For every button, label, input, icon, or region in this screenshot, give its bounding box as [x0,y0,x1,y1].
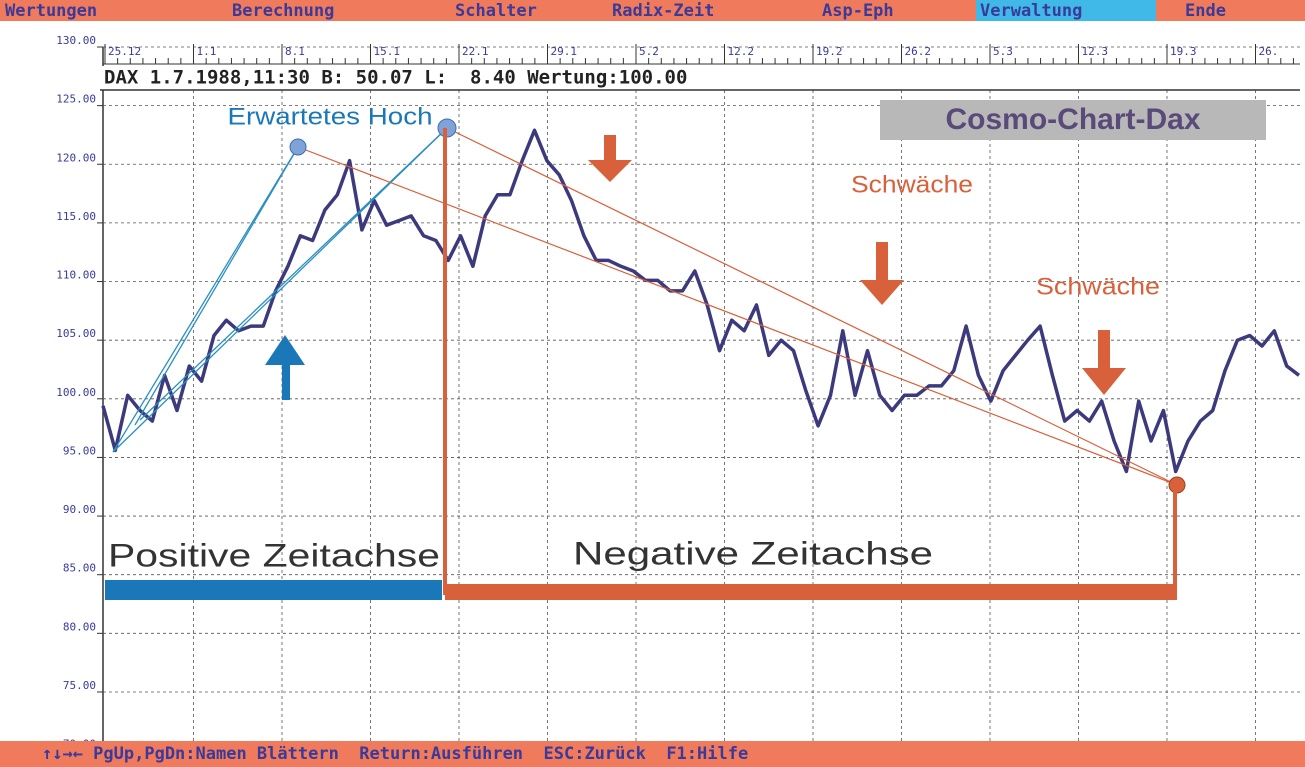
annotation: Negative Zeitachse [573,535,933,571]
menu-item[interactable]: Verwaltung [980,1,1082,21]
y-tick-label: 90.00 [63,503,96,516]
x-tick-label: 15.1 [374,45,401,58]
menu-item[interactable]: Berechnung [232,1,334,21]
y-tick-label: 125.00 [56,93,96,106]
status-bar-bg [0,741,1305,767]
x-tick-label: 5.3 [993,45,1013,58]
y-tick-label: 105.00 [56,327,96,340]
menu-highlight [976,0,1156,21]
plot [101,128,1301,474]
x-tick-label: 8.1 [285,45,305,58]
x-tick-label: 29.1 [551,45,578,58]
menu-item[interactable]: Wertungen [5,1,97,21]
high-marker [289,138,307,156]
annotation: Erwartetes Hoch [228,103,433,130]
annotation: Schwäche [1036,273,1160,300]
x-tick-label: 19.2 [816,45,843,58]
trend-line [112,127,448,453]
x-tick-label: 12.3 [1082,45,1109,58]
trend-line [139,127,448,421]
menu-item[interactable]: Schalter [455,1,537,21]
y-tick-label: 95.00 [63,444,96,457]
info-line: DAX 1.7.1988,11:30 B: 50.07 L: 8.40 Wert… [104,67,687,89]
info-bg [100,66,1300,90]
chart-title: Cosmo-Chart-Dax [945,103,1200,136]
y-tick-label: 100.00 [56,386,96,399]
x-tick-label: 5.2 [639,45,659,58]
x-tick-label: 22.1 [462,45,489,58]
y-tick-label: 130.00 [56,34,96,47]
title-box [880,100,1266,140]
menu-item[interactable]: Radix-Zeit [612,1,714,21]
down-arrow [588,135,632,182]
up-arrow [265,335,305,400]
y-tick-label: 110.00 [56,269,96,282]
x-tick-label: 12.2 [728,45,755,58]
annotation: Positive Zeitachse [108,537,440,573]
x-tick-label: 26. [1259,45,1279,58]
y-tick-label: 80.00 [63,620,96,633]
x-tick-label: 26.2 [905,45,932,58]
x-tick-label: 25.12 [108,45,141,58]
x-tick-label: 19.3 [1170,45,1197,58]
trend-line [446,127,1178,486]
menu-item[interactable]: Asp-Eph [822,1,894,21]
trend-line [134,146,299,426]
down-arrow [1082,330,1126,395]
down-arrow [860,242,904,305]
trend-lines [105,118,1186,600]
annotation: Schwäche [851,171,973,198]
y-tick-label: 120.00 [56,151,96,164]
y-tick-label: 75.00 [63,679,96,692]
data-line [101,128,1301,474]
negative-axis-bar [445,584,1177,600]
positive-axis-bar [105,580,442,600]
y-tick-label: 85.00 [63,562,96,575]
y-tick-label: 115.00 [56,210,96,223]
menu-bar: Wertungen Berechnung Schalter Radix-Zeit Asp… [0,0,1305,21]
status-bar: ↑↓→← PgUp,PgDn:Namen Blättern Return:Aus… [42,744,748,764]
x-tick-label: 1.1 [197,45,217,58]
menu-item[interactable]: Ende [1185,1,1226,21]
trend-line [112,146,299,453]
